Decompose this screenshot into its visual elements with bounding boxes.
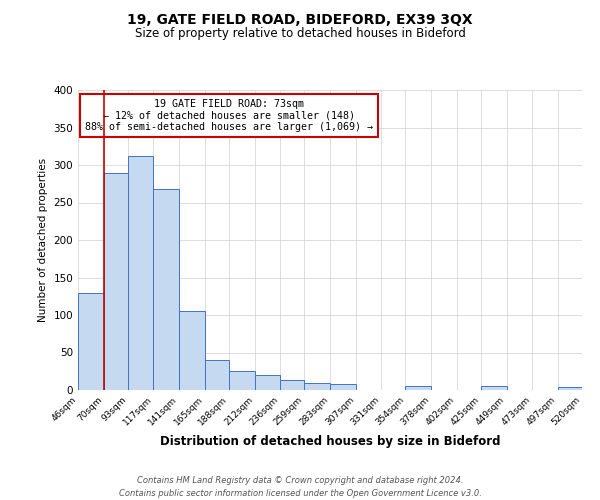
Text: Size of property relative to detached houses in Bideford: Size of property relative to detached ho… — [134, 28, 466, 40]
Text: Contains HM Land Registry data © Crown copyright and database right 2024.
Contai: Contains HM Land Registry data © Crown c… — [119, 476, 481, 498]
X-axis label: Distribution of detached houses by size in Bideford: Distribution of detached houses by size … — [160, 436, 500, 448]
Y-axis label: Number of detached properties: Number of detached properties — [38, 158, 48, 322]
Bar — [557, 387, 582, 390]
Bar — [78, 292, 104, 390]
Bar — [104, 172, 128, 390]
Bar — [128, 156, 154, 390]
Text: 19, GATE FIELD ROAD, BIDEFORD, EX39 3QX: 19, GATE FIELD ROAD, BIDEFORD, EX39 3QX — [127, 12, 473, 26]
Bar — [154, 189, 179, 390]
Bar — [280, 380, 304, 390]
Text: 19 GATE FIELD ROAD: 73sqm
← 12% of detached houses are smaller (148)
88% of semi: 19 GATE FIELD ROAD: 73sqm ← 12% of detac… — [85, 99, 373, 132]
Bar — [254, 375, 280, 390]
Bar — [179, 310, 205, 390]
Bar — [304, 382, 330, 390]
Bar — [205, 360, 229, 390]
Bar — [229, 371, 254, 390]
Bar — [406, 386, 431, 390]
Bar — [481, 386, 506, 390]
Bar — [330, 384, 356, 390]
